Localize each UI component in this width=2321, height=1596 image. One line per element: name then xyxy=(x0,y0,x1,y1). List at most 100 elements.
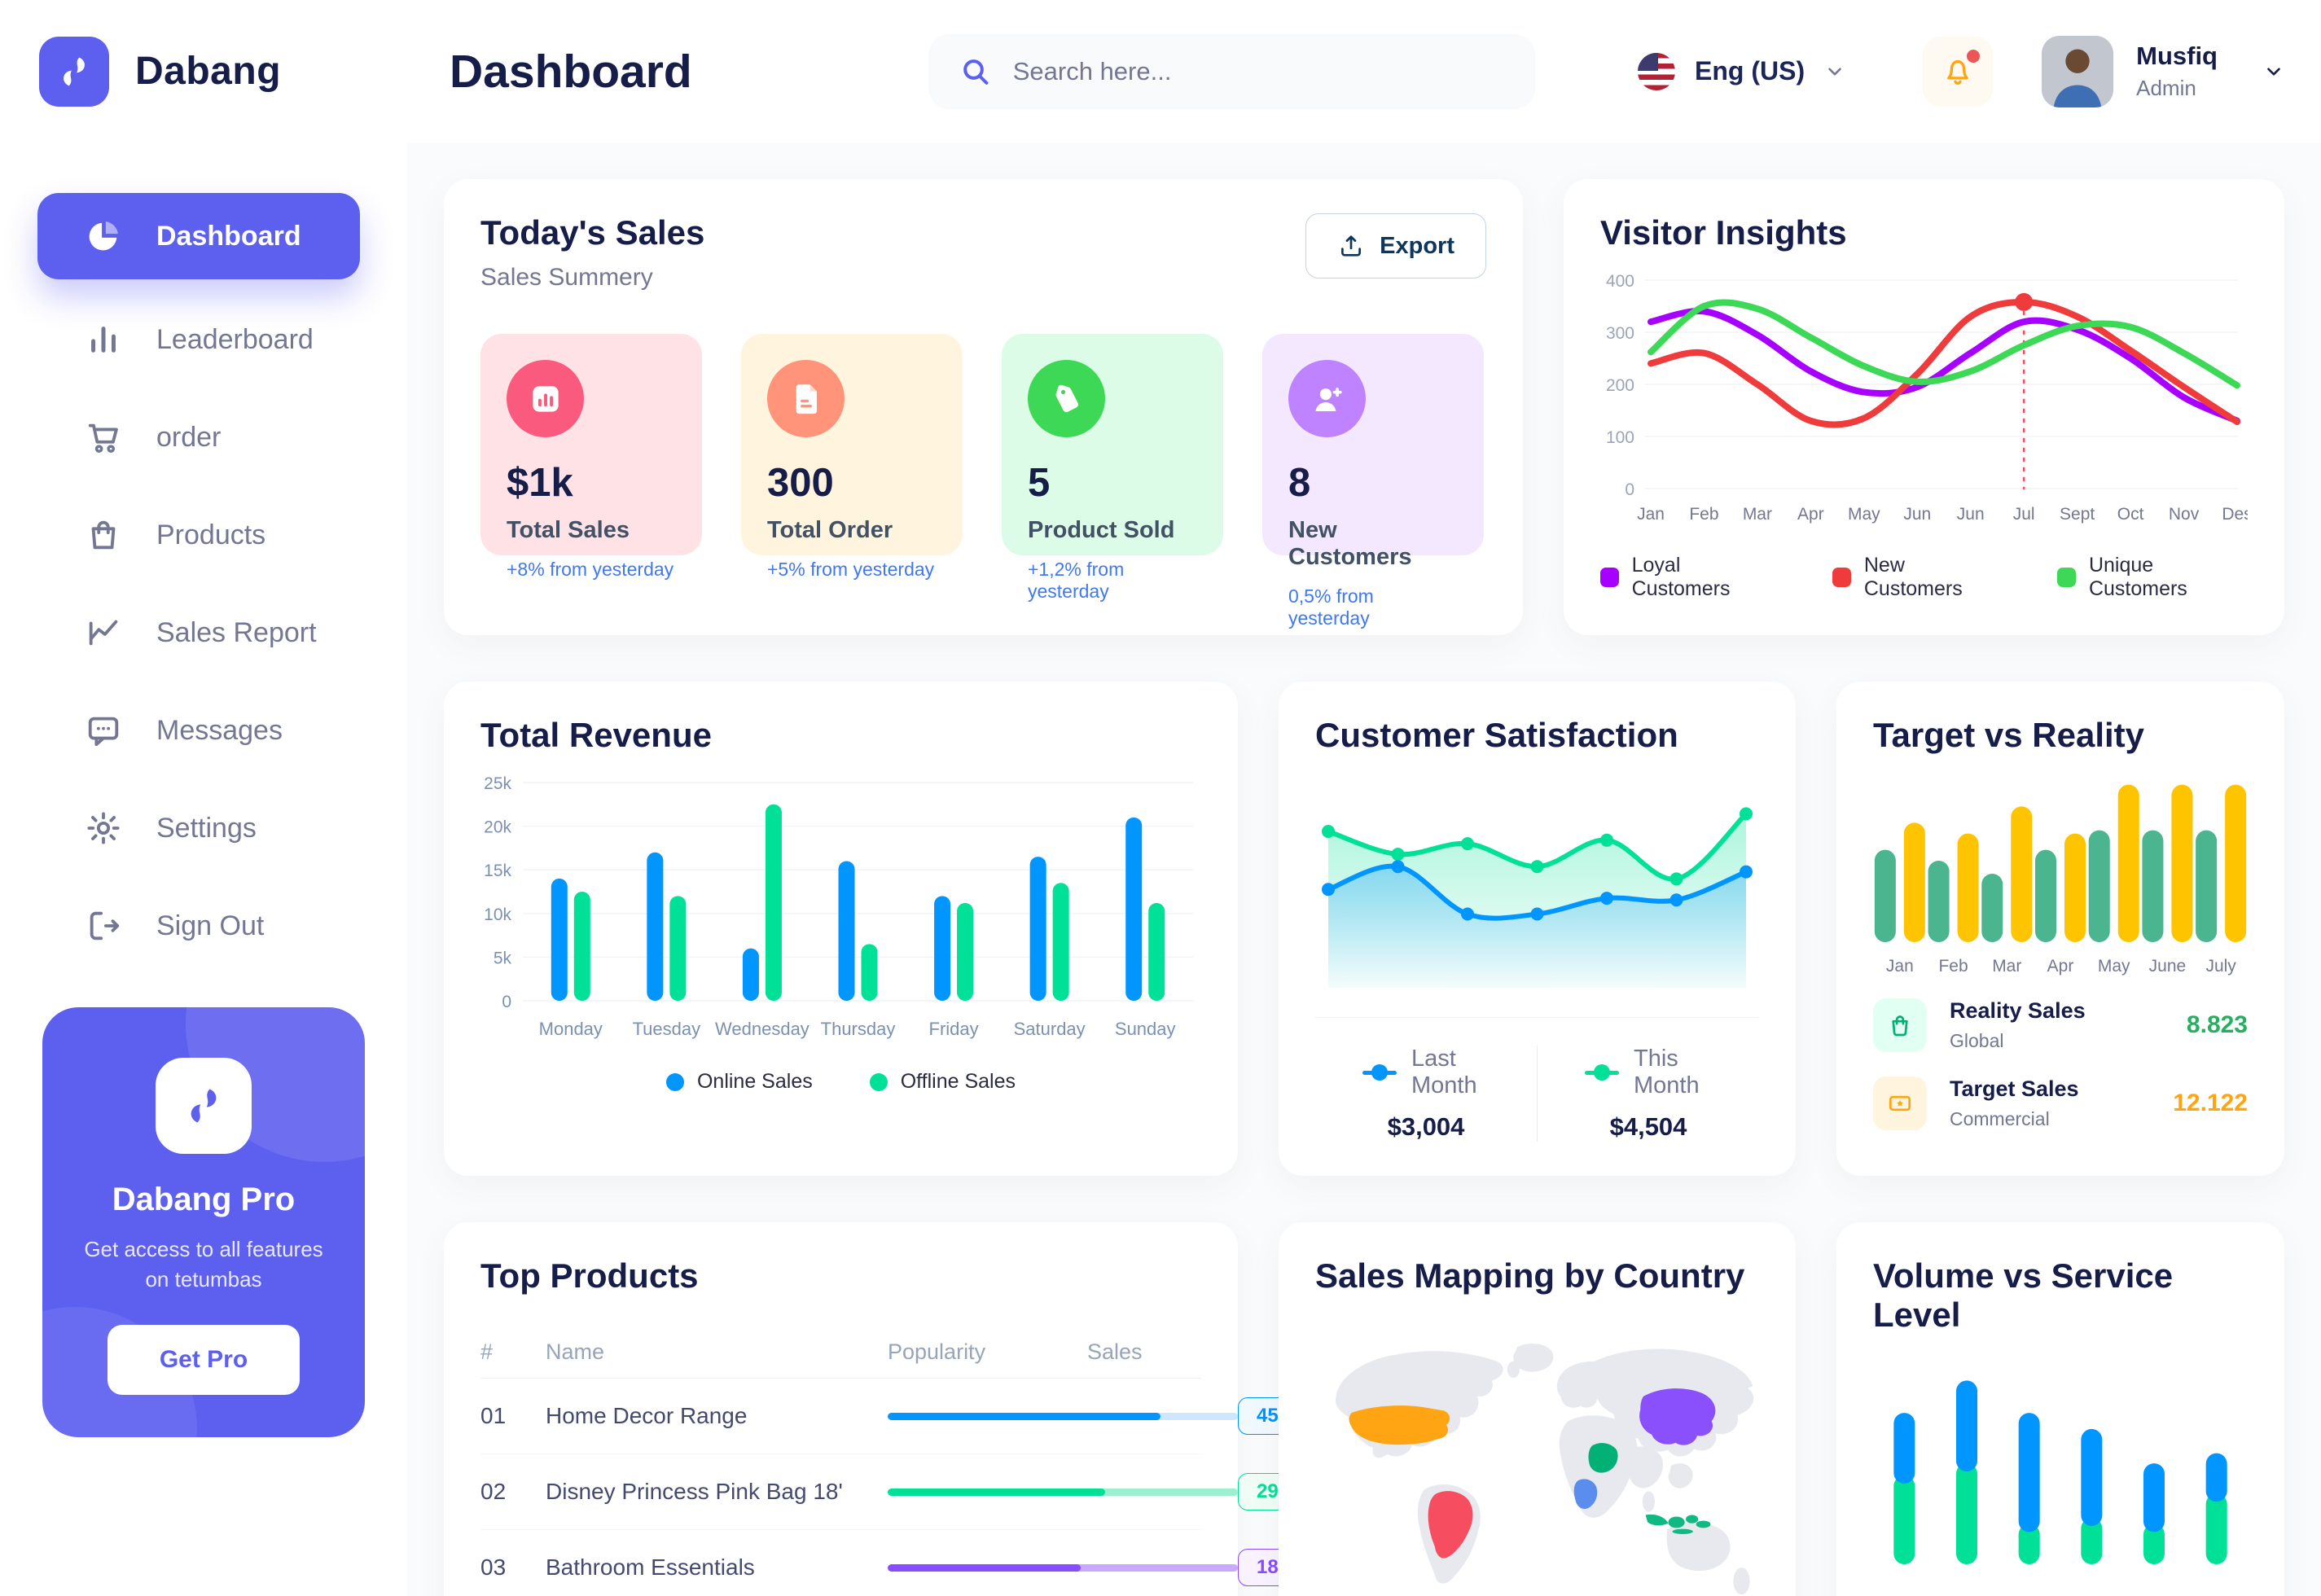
volume-service-card: Volume vs Service Level Volume 1,135 Ser xyxy=(1836,1222,2284,1596)
export-icon xyxy=(1341,235,1362,256)
sidebar-item-messages[interactable]: Messages xyxy=(0,682,407,779)
col-popularity: Popularity xyxy=(888,1340,986,1364)
language-selector[interactable]: Eng (US) xyxy=(1638,52,1845,90)
stat-label: Total Order xyxy=(767,517,893,543)
sidebar-item-sign-out[interactable]: Sign Out xyxy=(0,877,407,975)
svg-text:Tuesday: Tuesday xyxy=(633,1019,701,1039)
world-map xyxy=(1315,1320,1759,1596)
legend-item: Loyal Customers xyxy=(1600,554,1775,601)
target-sales-sublabel: Commercial xyxy=(1950,1108,2050,1129)
stat-value: 5 xyxy=(1028,461,1051,505)
legend-item: New Customers xyxy=(1832,554,2000,601)
svg-text:Jan: Jan xyxy=(1637,505,1665,524)
top-header: Dabang Dashboard Eng (US) xyxy=(0,0,2321,142)
last-month-total: $3,004 xyxy=(1387,1112,1465,1141)
this-month-total: $4,504 xyxy=(1609,1112,1687,1141)
legend-swatch-icon xyxy=(665,1072,684,1091)
sidebar-item-label: Dashboard xyxy=(156,220,301,252)
product-name: Home Decor Range xyxy=(546,1403,748,1428)
popularity-bar xyxy=(888,1488,1238,1496)
stat-card-total-sales: $1k Total Sales +8% from yesterday xyxy=(480,334,702,580)
notification-dot xyxy=(1967,49,1981,63)
brand: Dabang xyxy=(0,36,407,107)
svg-text:Mar: Mar xyxy=(1992,957,2021,976)
sidebar-item-label: Messages xyxy=(156,714,283,746)
sidebar-item-label: Sales Report xyxy=(156,616,317,648)
stat-card-new-customers: 8 New Customers 0,5% from yesterday xyxy=(1262,334,1484,629)
country-dr-congo xyxy=(1573,1479,1598,1509)
export-button[interactable]: Export xyxy=(1305,213,1486,278)
product-number: 03 xyxy=(480,1554,507,1580)
svg-text:Des: Des xyxy=(2222,505,2248,524)
svg-text:100: 100 xyxy=(1606,428,1634,447)
sidebar-item-label: Products xyxy=(156,519,266,550)
sales-mapping-card: Sales Mapping by Country xyxy=(1279,1222,1796,1596)
svg-text:15k: 15k xyxy=(484,862,511,880)
search-icon xyxy=(963,59,989,85)
svg-text:May: May xyxy=(2098,957,2130,976)
pro-logo-icon xyxy=(156,1057,252,1154)
sales-chart-icon xyxy=(507,360,584,437)
bar-chart-icon xyxy=(91,327,116,353)
stat-delta: 0,5% from yesterday xyxy=(1288,585,1374,629)
target-sales-row: Target Sales Commercial 12.122 xyxy=(1873,1076,2248,1130)
sidebar-item-dashboard[interactable]: Dashboard xyxy=(37,193,360,279)
search-input[interactable] xyxy=(1012,56,1504,86)
sidebar-item-products[interactable]: Products xyxy=(0,486,407,584)
stat-label: Product Sold xyxy=(1028,517,1175,543)
language-label: Eng (US) xyxy=(1695,56,1805,86)
reality-sales-sublabel: Global xyxy=(1950,1030,2004,1051)
country-saudi-arabia xyxy=(1588,1443,1618,1473)
order-file-icon xyxy=(767,360,845,437)
svg-text:Jun: Jun xyxy=(1957,505,1985,524)
volume-service-chart xyxy=(1893,1380,2227,1564)
sidebar: Dashboard Leaderboard order Products xyxy=(0,142,407,1596)
stat-delta: +1,2% from yesterday xyxy=(1028,559,1125,602)
sidebar-item-sales-report[interactable]: Sales Report xyxy=(0,584,407,682)
search-bar[interactable] xyxy=(928,33,1535,109)
product-number: 01 xyxy=(480,1403,507,1428)
svg-text:Mar: Mar xyxy=(1743,505,1772,524)
main-content: Today's Sales Sales Summery Export xyxy=(407,142,2321,1596)
legend-swatch-icon xyxy=(1832,568,1851,587)
last-month-marker-icon xyxy=(1362,1064,1397,1081)
profile-menu[interactable]: Musfiq Admin xyxy=(2042,35,2284,107)
legend-swatch-icon xyxy=(1600,568,1619,587)
pie-chart-icon xyxy=(89,221,118,251)
customer-satisfaction-card: Customer Satisfaction Last Month $3,004 xyxy=(1279,682,1796,1176)
product-name: Disney Princess Pink Bag 18' xyxy=(546,1479,843,1504)
sidebar-item-settings[interactable]: Settings xyxy=(0,779,407,877)
stat-label: Total Sales xyxy=(507,517,630,543)
legend-swatch-icon xyxy=(869,1072,888,1091)
target-vs-reality-card: Target vs Reality Jan Feb Mar Apr May June Jul… xyxy=(1836,682,2284,1176)
todays-sales-subtitle: Sales Summery xyxy=(480,264,653,291)
svg-text:Sept: Sept xyxy=(2060,505,2095,524)
sidebar-item-leaderboard[interactable]: Leaderboard xyxy=(0,291,407,388)
stat-card-product-sold: 5 Product Sold +1,2% from yesterday xyxy=(1002,334,1223,602)
svg-text:400: 400 xyxy=(1606,272,1634,291)
bell-icon xyxy=(1947,59,1968,85)
ticket-icon xyxy=(1873,1076,1927,1130)
svg-text:July: July xyxy=(2205,957,2236,976)
sidebar-item-order[interactable]: order xyxy=(0,388,407,486)
svg-text:Apr: Apr xyxy=(2047,957,2074,976)
svg-text:Monday: Monday xyxy=(539,1019,603,1039)
svg-text:200: 200 xyxy=(1606,376,1634,395)
user-name: Musfiq xyxy=(2136,42,2218,70)
col-number: # xyxy=(480,1340,494,1364)
svg-text:25k: 25k xyxy=(484,774,511,793)
user-meta: Musfiq Admin xyxy=(2136,42,2218,101)
country-china xyxy=(1639,1388,1716,1445)
svg-text:10k: 10k xyxy=(484,905,511,924)
svg-text:June: June xyxy=(2149,957,2187,976)
stat-value: 300 xyxy=(767,461,834,505)
notifications-button[interactable] xyxy=(1923,36,1994,107)
target-sales-value: 12.122 xyxy=(2173,1090,2248,1116)
svg-text:Feb: Feb xyxy=(1938,957,1968,976)
total-revenue-card: Total Revenue 0 5k 10k 15k 20k 25k Monday Tuesd… xyxy=(444,682,1238,1176)
cart-icon xyxy=(88,423,118,453)
svg-text:Nov: Nov xyxy=(2169,505,2200,524)
pro-subtitle: Get access to all features on tetumbas xyxy=(84,1236,323,1292)
get-pro-button[interactable]: Get Pro xyxy=(107,1325,301,1395)
